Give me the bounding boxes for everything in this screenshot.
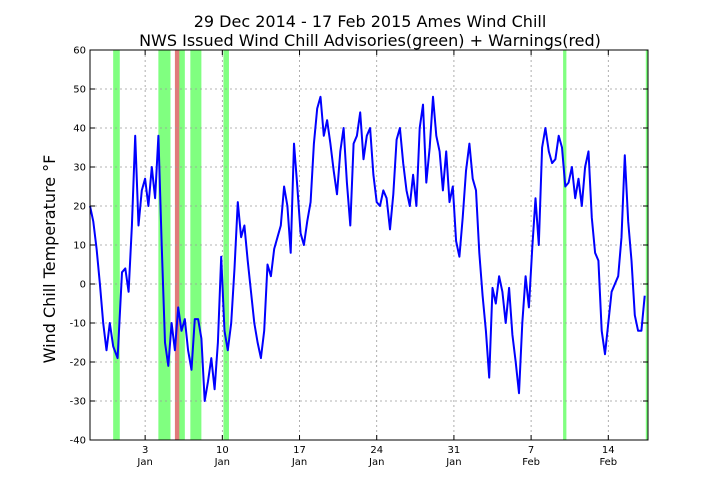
series-group bbox=[89, 95, 646, 402]
x-tick-month-label: Jan bbox=[368, 457, 384, 468]
y-tick-label: -30 bbox=[70, 397, 86, 408]
y-tick-label: 30 bbox=[73, 163, 86, 174]
x-tick-month-label: Jan bbox=[136, 457, 152, 468]
grid-lines bbox=[90, 50, 648, 440]
x-tick-month-label: Jan bbox=[445, 457, 461, 468]
y-ticks: -40 -30 -20 -10 0 10 20 30 40 50 60 bbox=[70, 46, 648, 447]
x-tick-label: 7 bbox=[528, 445, 534, 456]
warning-band bbox=[174, 50, 180, 440]
x-tick-label: 17 bbox=[293, 445, 306, 456]
chart-subtitle: NWS Issued Wind Chill Advisories(green) … bbox=[139, 31, 601, 50]
x-tick-label: 14 bbox=[602, 445, 615, 456]
y-tick-label: 10 bbox=[73, 241, 86, 252]
y-tick-label: 0 bbox=[80, 280, 86, 291]
x-tick-month-label: Jan bbox=[291, 457, 307, 468]
chart-title: 29 Dec 2014 - 17 Feb 2015 Ames Wind Chil… bbox=[194, 12, 547, 31]
y-tick-label: 40 bbox=[73, 124, 86, 135]
y-tick-label: -20 bbox=[70, 358, 86, 369]
x-tick-label: 10 bbox=[216, 445, 229, 456]
y-tick-label: -40 bbox=[70, 436, 86, 447]
x-tick-month-label: Feb bbox=[599, 457, 617, 468]
x-tick-month-label: Jan bbox=[214, 457, 230, 468]
y-tick-label: 20 bbox=[73, 202, 86, 213]
x-tick-label: 3 bbox=[142, 445, 148, 456]
y-tick-label: 50 bbox=[73, 85, 86, 96]
y-axis-label: Wind Chill Temperature °F bbox=[40, 155, 59, 364]
wind-chill-line bbox=[89, 95, 646, 402]
y-tick-label: -10 bbox=[70, 319, 86, 330]
x-tick-month-label: Feb bbox=[522, 457, 540, 468]
advisory-band bbox=[563, 50, 567, 440]
x-tick-label: 31 bbox=[448, 445, 461, 456]
y-tick-label: 60 bbox=[73, 46, 86, 57]
advisory-band bbox=[158, 50, 171, 440]
x-tick-label: 24 bbox=[370, 445, 383, 456]
